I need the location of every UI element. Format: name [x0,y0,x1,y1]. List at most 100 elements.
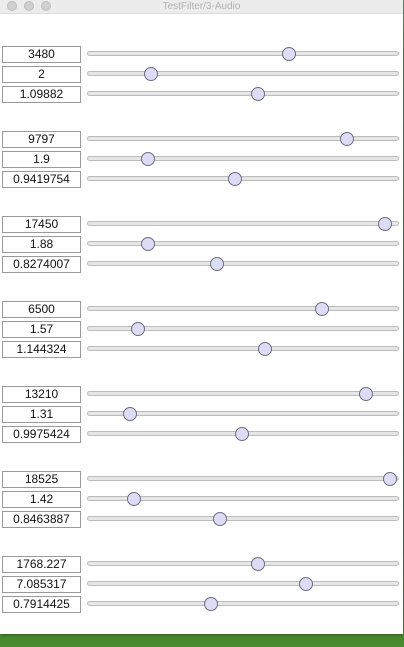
slider-thumb[interactable] [141,152,156,166]
slider-track[interactable] [87,411,399,416]
filter-4-gain-slider[interactable] [87,341,399,357]
slider-thumb[interactable] [127,492,142,506]
slider-thumb[interactable] [203,597,218,611]
filter-5-q-slider[interactable] [87,406,399,422]
filter-1-q-slider[interactable] [87,66,399,82]
filter-7-gain-row: 0.7914425 [2,595,399,613]
slider-track[interactable] [87,391,399,396]
slider-track[interactable] [87,136,399,141]
slider-thumb[interactable] [123,407,138,421]
filter-3-q-number-box[interactable]: 1.88 [2,235,81,253]
slider-track[interactable] [87,476,399,481]
filter-6-q-number-box[interactable]: 1.42 [2,490,81,508]
title-bar[interactable]: TestFilter/3-Audio [0,0,403,14]
filter-4-q-slider[interactable] [87,321,399,337]
filter-3-frequency-number-box[interactable]: 17450 [2,215,81,233]
slider-track[interactable] [87,346,399,351]
filter-2-frequency-row: 9797 [2,130,399,148]
filter-2-q-row: 1.9 [2,150,399,168]
window-title: TestFilter/3-Audio [162,1,241,12]
slider-thumb[interactable] [250,87,265,101]
filter-5-gain-slider[interactable] [87,426,399,442]
slider-track[interactable] [87,601,399,606]
filter-5-frequency-slider[interactable] [87,386,399,402]
filter-2-q-number-box[interactable]: 1.9 [2,150,81,168]
slider-thumb[interactable] [339,132,354,146]
filter-4-gain-row: 1.144324 [2,340,399,358]
slider-track[interactable] [87,261,399,266]
slider-thumb[interactable] [358,387,373,401]
filter-3-gain-slider[interactable] [87,256,399,272]
slider-track[interactable] [87,221,399,226]
slider-track[interactable] [87,306,399,311]
filter-3-q-row: 1.88 [2,235,399,253]
filter-7-q-slider[interactable] [87,576,399,592]
filter-5-gain-number-box[interactable]: 0.9975424 [2,425,81,443]
filter-2-q-slider[interactable] [87,151,399,167]
filter-parameter-panel: 3480 2 1.09882 9797 1.9 0.9419754 17450 1.88 0.8… [0,14,403,634]
slider-track[interactable] [87,71,399,76]
filter-2-gain-slider[interactable] [87,171,399,187]
filter-4-frequency-number-box[interactable]: 6500 [2,300,81,318]
filter-6-frequency-number-box[interactable]: 18525 [2,470,81,488]
slider-thumb[interactable] [209,257,224,271]
filter-3-frequency-slider[interactable] [87,216,399,232]
filter-2-gain-number-box[interactable]: 0.9419754 [2,170,81,188]
filter-1-q-number-box[interactable]: 2 [2,65,81,83]
filter-1-frequency-number-box[interactable]: 3480 [2,45,81,63]
filter-5-q-row: 1.31 [2,405,399,423]
close-window-button[interactable] [7,1,17,11]
filter-1-gain-slider[interactable] [87,86,399,102]
minimize-window-button[interactable] [24,1,34,11]
slider-thumb[interactable] [314,302,329,316]
slider-thumb[interactable] [235,427,250,441]
slider-track[interactable] [87,91,399,96]
slider-track[interactable] [87,561,399,566]
slider-thumb[interactable] [382,472,397,486]
filter-3-gain-number-box[interactable]: 0.8274007 [2,255,81,273]
filter-6-gain-slider[interactable] [87,511,399,527]
filter-6-q-slider[interactable] [87,491,399,507]
filter-7-frequency-slider[interactable] [87,556,399,572]
slider-track[interactable] [87,496,399,501]
slider-thumb[interactable] [281,47,296,61]
filter-2-frequency-slider[interactable] [87,131,399,147]
filter-5-q-number-box[interactable]: 1.31 [2,405,81,423]
filter-6-gain-number-box[interactable]: 0.8463887 [2,510,81,528]
filter-4-frequency-row: 6500 [2,300,399,318]
slider-thumb[interactable] [227,172,242,186]
slider-track[interactable] [87,176,399,181]
slider-track[interactable] [87,156,399,161]
filter-3-frequency-row: 17450 [2,215,399,233]
slider-track[interactable] [87,581,399,586]
slider-thumb[interactable] [258,342,273,356]
slider-thumb[interactable] [377,217,392,231]
filter-4-gain-number-box[interactable]: 1.144324 [2,340,81,358]
filter-1-gain-number-box[interactable]: 1.09882 [2,85,81,103]
slider-track[interactable] [87,51,399,56]
filter-4-q-number-box[interactable]: 1.57 [2,320,81,338]
slider-thumb[interactable] [140,237,155,251]
filter-1-q-row: 2 [2,65,399,83]
slider-thumb[interactable] [144,67,159,81]
filter-5-gain-row: 0.9975424 [2,425,399,443]
slider-thumb[interactable] [250,557,265,571]
filter-1-frequency-slider[interactable] [87,46,399,62]
slider-thumb[interactable] [299,577,314,591]
filter-4-frequency-slider[interactable] [87,301,399,317]
slider-thumb[interactable] [131,322,146,336]
slider-track[interactable] [87,241,399,246]
filter-7-gain-slider[interactable] [87,596,399,612]
filter-6-frequency-slider[interactable] [87,471,399,487]
slider-thumb[interactable] [212,512,227,526]
slider-track[interactable] [87,326,399,331]
filter-7-q-number-box[interactable]: 7.085317 [2,575,81,593]
zoom-window-button[interactable] [41,1,51,11]
filter-7-gain-number-box[interactable]: 0.7914425 [2,595,81,613]
app-window: TestFilter/3-Audio 3480 2 1.09882 9797 1.9 0.… [0,0,403,634]
filter-3-q-slider[interactable] [87,236,399,252]
filter-5-frequency-number-box[interactable]: 13210 [2,385,81,403]
filter-2-frequency-number-box[interactable]: 9797 [2,130,81,148]
slider-track[interactable] [87,516,399,521]
filter-7-frequency-number-box[interactable]: 1768.227 [2,555,81,573]
